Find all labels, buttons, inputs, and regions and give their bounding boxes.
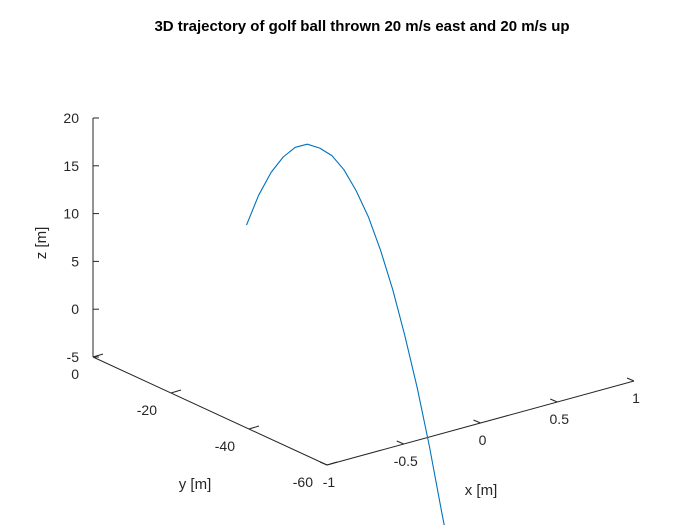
tick-marks [92, 117, 635, 466]
y-axis-label: y [m] [179, 476, 212, 493]
z-tick-label: 15 [63, 158, 79, 174]
x-axis-label: x [m] [465, 482, 498, 499]
series-layer [245, 143, 446, 530]
x-tick [319, 461, 328, 466]
z-tick-label: -5 [67, 349, 80, 365]
z-tick-label: 0 [71, 301, 79, 317]
x-tick [473, 419, 481, 424]
x-tick-label: 1 [632, 390, 640, 406]
x-tick-label: -0.5 [394, 453, 418, 469]
y-tick-label: -60 [293, 474, 313, 490]
y-tick-label: -40 [215, 438, 235, 454]
z-tick-label: 10 [63, 206, 79, 222]
y-tick [326, 461, 338, 466]
x-tick-label: 0.5 [550, 411, 570, 427]
chart-title: 3D trajectory of golf ball thrown 20 m/s… [154, 18, 569, 35]
y-tick-label: -20 [137, 402, 157, 418]
x-tick [396, 440, 404, 445]
x-tick-label: 0 [479, 432, 487, 448]
series-line-0 [245, 143, 446, 530]
y-axis-line [92, 356, 328, 466]
y-tick [170, 389, 182, 394]
y-tick [248, 425, 260, 430]
z-axis-label: z [m] [33, 227, 50, 260]
x-tick [550, 398, 558, 403]
z-tick-label: 5 [71, 253, 79, 269]
x-tick-label: -1 [323, 474, 336, 490]
z-tick-label: 20 [63, 110, 79, 126]
x-tick [626, 377, 635, 382]
y-tick-label: 0 [71, 366, 79, 382]
